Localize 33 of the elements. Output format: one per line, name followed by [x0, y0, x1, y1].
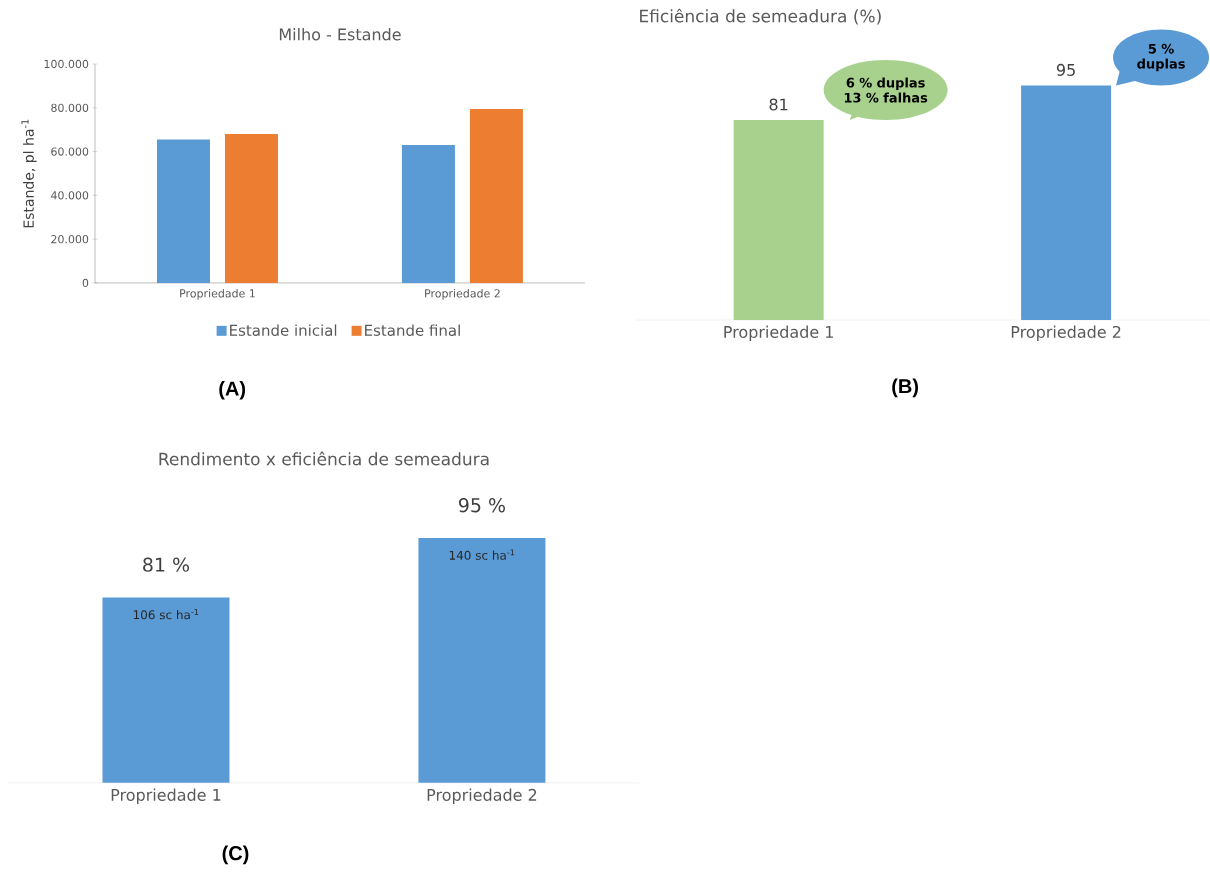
bar: [401, 145, 455, 284]
data-label: 95: [1056, 63, 1075, 77]
data-label: 81: [769, 98, 788, 111]
y-tick-label: 0: [82, 278, 89, 288]
text: 5 % duplas: [1137, 43, 1185, 72]
bar: [156, 139, 210, 284]
y-tick-label: 40.000: [51, 191, 89, 200]
data-label: 140 sc ha$^{-1}$: [449, 549, 515, 560]
legend-label: Estande inicial: [230, 324, 337, 337]
chart-title: Rendimento x eficiência de semeadura: [159, 451, 489, 466]
chart-title: Milho - Estande: [279, 28, 401, 41]
y-axis-title: Estande, pl ha$^{-1}$: [21, 119, 37, 228]
annotation: 81 %: [143, 557, 190, 572]
x-tick-label: Propriedade 2: [1011, 325, 1121, 342]
text: (B): [892, 378, 918, 398]
y-tick-label: 100.000: [44, 59, 89, 69]
bar: [224, 134, 278, 284]
y-tick-label: 20.000: [51, 235, 89, 244]
text: (C): [222, 845, 249, 865]
chart-title: Eficiência de semeadura (%): [640, 8, 881, 25]
x-tick-label: Propriedade 1: [180, 289, 255, 300]
data-label: 106 sc ha$^{-1}$: [133, 609, 199, 620]
legend-label: Estande final: [365, 324, 460, 337]
x-tick-label: Propriedade 2: [425, 289, 500, 300]
bar: [469, 108, 523, 284]
annotation: 6 % duplas 13 % falhas: [844, 77, 928, 103]
x-tick-label: Propriedade 1: [111, 788, 221, 805]
text: (A): [219, 381, 246, 400]
y-tick-label: 80.000: [51, 103, 89, 113]
x-tick-label: Propriedade 2: [427, 788, 537, 805]
x-tick-label: Propriedade 1: [724, 325, 833, 342]
annotation: 95 %: [458, 498, 505, 513]
y-tick-label: 60.000: [51, 147, 89, 156]
